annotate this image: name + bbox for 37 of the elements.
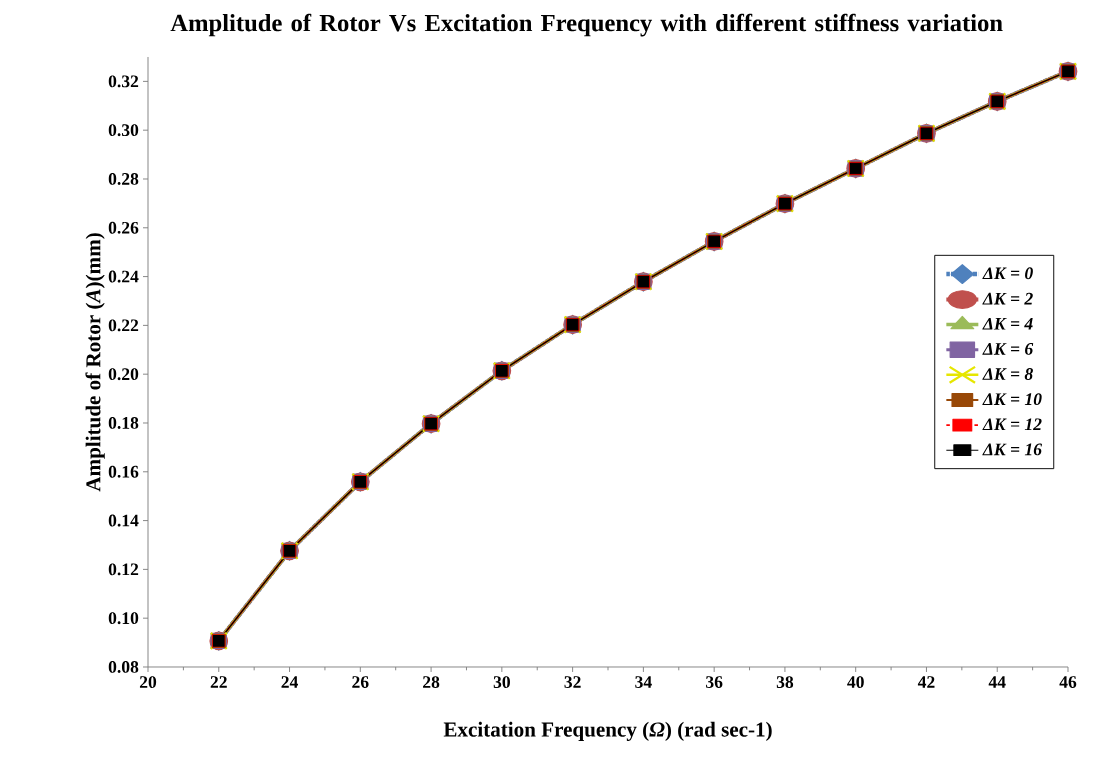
- y-tick-label: 0.10: [108, 612, 139, 625]
- x-tick-label: 44: [988, 676, 1006, 688]
- chart-title: Amplitude of Rotor Vs Excitation Frequency with different stiffness variation: [170, 13, 1003, 37]
- x-tick-label: 22: [210, 676, 227, 688]
- legend-label: ΔK = 12: [982, 418, 1042, 431]
- x-tick-label: 32: [564, 676, 581, 688]
- y-tick-label: 0.08: [108, 661, 139, 673]
- y-tick-label: 0.16: [108, 465, 139, 478]
- x-tick-label: 30: [493, 676, 510, 688]
- y-tick-label: 0.12: [108, 563, 139, 576]
- y-tick-label: 0.26: [108, 221, 139, 234]
- x-tick-label: 46: [1059, 676, 1077, 688]
- y-tick-label: 0.22: [108, 319, 139, 332]
- legend-label: ΔK = 8: [982, 368, 1033, 380]
- x-tick-label: 38: [776, 676, 794, 688]
- y-tick-label: 0.14: [108, 514, 139, 527]
- x-tick-label: 40: [847, 676, 864, 688]
- y-tick-label: 0.18: [108, 417, 139, 429]
- x-tick-label: 20: [139, 676, 157, 688]
- legend-label: ΔK = 4: [982, 317, 1033, 330]
- legend-label: ΔK = 2: [982, 292, 1033, 305]
- x-tick-label: 24: [281, 676, 298, 688]
- legend-label: ΔK = 16: [982, 443, 1042, 456]
- x-tick-label: 28: [423, 676, 440, 688]
- y-tick-label: 0.32: [108, 75, 139, 88]
- y-tick-label: 0.24: [108, 270, 139, 283]
- y-tick-label: 0.28: [108, 173, 139, 185]
- x-tick-label: 36: [706, 676, 723, 688]
- x-tick-label: 34: [635, 676, 652, 688]
- legend-label: ΔK = 0: [982, 267, 1033, 280]
- legend-label: ΔK = 10: [982, 393, 1042, 406]
- x-axis-title: Excitation Frequency (Ω) (rad sec-1): [443, 721, 772, 741]
- y-tick-label: 0.30: [108, 124, 139, 137]
- y-tick-label: 0.20: [108, 368, 139, 381]
- x-tick-label: 26: [352, 676, 369, 688]
- x-tick-label: 42: [917, 676, 935, 688]
- legend-label: ΔK = 6: [982, 343, 1034, 355]
